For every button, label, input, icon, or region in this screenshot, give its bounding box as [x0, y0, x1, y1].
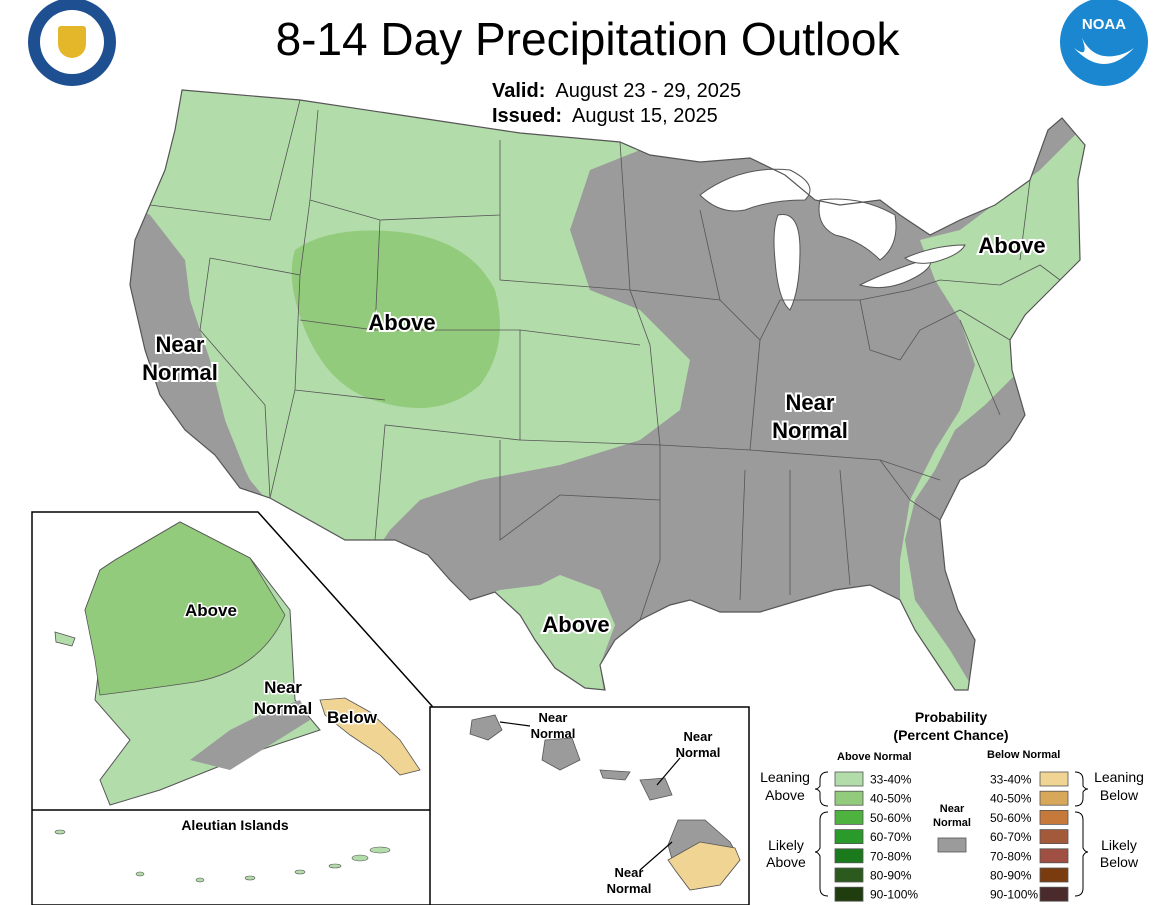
- maui-island: [639, 777, 673, 801]
- alaska-above-region: [84, 521, 286, 696]
- legend-below-label-6: 90-100%: [990, 888, 1038, 902]
- legend-below-label-1: 40-50%: [990, 792, 1032, 806]
- legend-title-1: Probability: [915, 709, 988, 725]
- northeast-label: Above: [978, 233, 1045, 258]
- legend-below-header: Below Normal: [987, 749, 1060, 761]
- legend-above-swatch-4: [834, 848, 864, 864]
- aleutian-islands: [54, 829, 391, 883]
- legend-below-swatch-2: [1039, 810, 1069, 825]
- valid-label: Valid:: [492, 80, 546, 102]
- valid-value: August 23 - 29, 2025: [555, 80, 742, 102]
- big-island-label-1: Near: [615, 865, 644, 880]
- noaa-logo: NOAA: [1060, 0, 1148, 86]
- legend-above-label-4: 70-80%: [870, 849, 912, 863]
- issued-label: Issued:: [492, 105, 563, 127]
- legend-below-label-4: 70-80%: [990, 849, 1032, 863]
- east-coast-above-region: [900, 120, 1085, 690]
- legend-below-label-3: 60-70%: [990, 830, 1032, 844]
- molokai-island: [599, 769, 631, 781]
- legend-leaning-above-1: Leaning: [760, 769, 810, 785]
- issued-value: August 15, 2025: [572, 105, 718, 127]
- legend-above-swatch-6: [834, 886, 864, 902]
- legend-near-header-1: Near: [940, 803, 965, 815]
- maui-label-1: Near: [684, 729, 713, 744]
- oahu-island: [541, 737, 581, 771]
- legend-above-label-0: 33-40%: [870, 773, 912, 787]
- rockies-above-region: [291, 230, 500, 409]
- seal-shield-icon: [58, 26, 86, 58]
- alaska-near-label-2: Normal: [254, 699, 313, 718]
- legend-below-swatch-3: [1039, 829, 1069, 844]
- legend-near-swatch: [937, 837, 967, 853]
- legend-leaning-below-1: Leaning: [1094, 769, 1144, 785]
- maui-label-2: Normal: [676, 745, 721, 760]
- legend-below-label-0: 33-40%: [990, 773, 1032, 787]
- central-east-label-2: Normal: [772, 418, 848, 443]
- kauai-oahu-label-2: Normal: [531, 726, 576, 741]
- legend-below-label-5: 80-90%: [990, 869, 1032, 883]
- legend-above-label-3: 60-70%: [870, 830, 912, 844]
- aleutian-islands-title: Aleutian Islands: [181, 817, 289, 833]
- legend-likely-above-1: Likely: [768, 837, 804, 853]
- legend-likely-below-2: Below: [1100, 854, 1139, 870]
- big-island-label-2: Normal: [607, 881, 652, 896]
- legend-above-header: Above Normal: [837, 751, 912, 763]
- legend-below-swatch-0: [1039, 771, 1069, 787]
- legend-leaning-below-2: Below: [1100, 787, 1139, 803]
- west-coast-label-2: Normal: [142, 360, 218, 385]
- page-title: 8-14 Day Precipitation Outlook: [275, 13, 900, 65]
- legend-leaning-above-2: Above: [765, 787, 805, 803]
- issued-date: Issued: August 15, 2025: [492, 104, 718, 128]
- kauai-oahu-label-1: Near: [539, 710, 568, 725]
- alaska-below-region: [319, 697, 421, 776]
- big-island-below-region: [667, 841, 741, 891]
- hawaii-inset-frame: [429, 706, 750, 905]
- legend-braces: [814, 771, 1089, 897]
- legend-above-swatch-3: [834, 829, 864, 844]
- legend-below-swatch-4: [1039, 848, 1069, 864]
- legend-likely-below-1: Likely: [1101, 837, 1137, 853]
- legend-above-label-5: 80-90%: [870, 869, 912, 883]
- texas-above-region: [470, 575, 615, 690]
- legend-above-rows: 33-40% 40-50% 50-60% 60-70% 70-80% 80-90% 90-1…: [834, 771, 918, 902]
- legend-above-swatch-2: [834, 810, 864, 825]
- legend-above-swatch-0: [834, 771, 864, 787]
- alaska-near-label-1: Near: [264, 678, 302, 697]
- legend-below-swatch-6: [1039, 886, 1069, 902]
- legend-above-swatch-1: [834, 790, 864, 806]
- rockies-label: Above: [368, 310, 435, 335]
- alaska-inset: Above Near Normal Below Aleutian Islands: [31, 511, 433, 905]
- valid-dates: Valid: August 23 - 29, 2025: [492, 79, 741, 103]
- texas-label: Above: [542, 612, 609, 637]
- alaska-below-label: Below: [327, 708, 378, 727]
- legend-likely-above-2: Above: [766, 854, 806, 870]
- legend-above-label-6: 90-100%: [870, 888, 918, 902]
- state-boundaries: [149, 99, 1061, 621]
- alaska-near-normal-region: [190, 700, 310, 770]
- alaska-above-label: Above: [185, 601, 237, 620]
- noaa-bird-icon: [1074, 38, 1134, 64]
- west-coast-label-1: Near: [156, 332, 205, 357]
- legend-below-swatch-1: [1039, 790, 1069, 806]
- noaa-logo-text: NOAA: [1081, 16, 1127, 33]
- legend-below-swatch-5: [1039, 867, 1069, 883]
- legend-title-2: (Percent Chance): [893, 727, 1008, 743]
- legend-below-rows: 33-40% 40-50% 50-60% 60-70% 70-80% 80-90% 90-1…: [990, 771, 1069, 902]
- department-of-commerce-seal: [28, 0, 116, 86]
- great-lakes: [699, 168, 966, 311]
- conus-outline: [129, 89, 1086, 691]
- kauai-island: [469, 714, 503, 741]
- probability-legend: Probability (Percent Chance) Above Norma…: [760, 709, 1144, 902]
- legend-near-header-2: Normal: [933, 817, 971, 829]
- central-east-label-1: Near: [786, 390, 835, 415]
- legend-above-label-2: 50-60%: [870, 811, 912, 825]
- hawaii-inset: Near Normal Near Normal Near Normal: [429, 706, 750, 905]
- legend-above-label-1: 40-50%: [870, 792, 912, 806]
- legend-below-label-2: 50-60%: [990, 811, 1032, 825]
- legend-above-swatch-5: [834, 867, 864, 883]
